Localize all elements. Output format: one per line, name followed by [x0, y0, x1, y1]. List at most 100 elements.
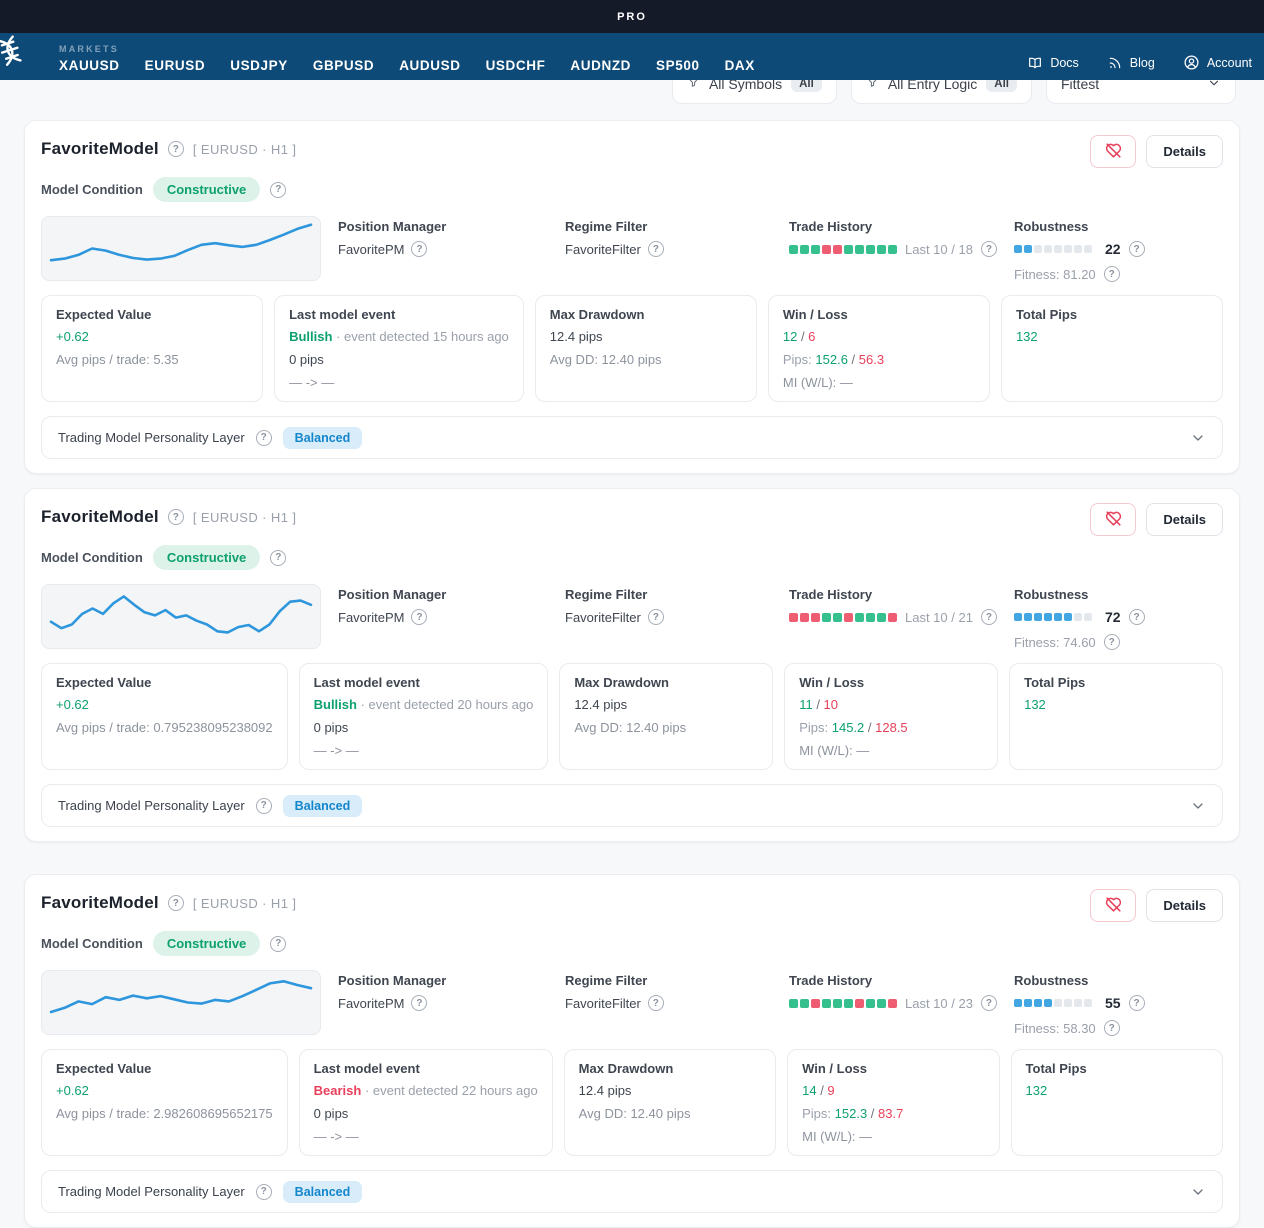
max-drawdown-value: 12.4 pips [574, 697, 628, 712]
help-icon[interactable]: ? [167, 141, 184, 157]
model-condition-label: Model Condition [41, 182, 143, 197]
help-icon[interactable]: ? [270, 549, 287, 566]
entry-logic-filter[interactable]: All Entry Logic All [850, 80, 1032, 104]
regime-filter-label: Regime Filter [565, 587, 648, 602]
unfavorite-button[interactable] [1090, 503, 1137, 536]
robustness-empty-square [1054, 245, 1062, 253]
event-pips: 0 pips [313, 720, 349, 735]
max-drawdown-stat: Max Drawdown 12.4 pips Avg DD: 12.40 pip… [563, 1049, 777, 1156]
help-icon[interactable]: ? [1128, 241, 1145, 257]
ticker-audnzd[interactable]: AUDNZD [570, 58, 632, 73]
pips-lost: 56.3 [858, 352, 885, 367]
personality-layer-row[interactable]: Trading Model Personality Layer ? Balanc… [41, 784, 1223, 827]
total-pips-stat: Total Pips 132 [1009, 663, 1223, 770]
unfavorite-button[interactable] [1090, 889, 1137, 922]
regime-filter-label: Regime Filter [565, 973, 648, 988]
model-card: FavoriteModel ? [ EURUSD · H1 ] Details … [24, 488, 1240, 842]
help-icon[interactable]: ? [255, 429, 272, 446]
expected-value: +0.62 [56, 1083, 89, 1098]
docs-link[interactable]: Docs [1027, 55, 1079, 71]
chevron-down-icon[interactable] [1190, 1184, 1206, 1200]
robustness-empty-square [1034, 245, 1042, 253]
stat-label: Total Pips [1015, 307, 1078, 322]
pro-banner: PRO [0, 0, 1264, 33]
ticker-eurusd[interactable]: EURUSD [144, 58, 206, 73]
help-icon[interactable]: ? [980, 609, 997, 625]
help-icon[interactable]: ? [411, 995, 428, 1011]
ticker-audusd[interactable]: AUDUSD [399, 58, 461, 73]
help-icon[interactable]: ? [1103, 1020, 1120, 1036]
help-icon[interactable]: ? [1128, 609, 1145, 625]
robustness-filled-square [1034, 999, 1042, 1007]
avg-drawdown: Avg DD: 12.40 pips [574, 720, 687, 735]
last-model-event-stat: Last model event Bearish · event detecte… [298, 1049, 553, 1156]
chevron-down-icon[interactable] [1190, 798, 1206, 814]
win-square [844, 998, 853, 1008]
position-manager-col: Position Manager FavoritePM ? [338, 970, 548, 1036]
losses-count: 9 [827, 1083, 835, 1098]
help-icon[interactable]: ? [270, 935, 287, 952]
personality-layer-row[interactable]: Trading Model Personality Layer ? Balanc… [41, 1170, 1223, 1213]
help-icon[interactable]: ? [411, 241, 428, 257]
account-link[interactable]: Account [1183, 54, 1252, 71]
help-icon[interactable]: ? [647, 241, 664, 257]
card-title: FavoriteModel [41, 139, 159, 158]
personality-badge: Balanced [282, 794, 363, 817]
help-icon[interactable]: ? [647, 609, 664, 625]
total-pips-value: 132 [1015, 329, 1038, 344]
chevron-down-icon[interactable] [1190, 430, 1206, 446]
help-icon[interactable]: ? [167, 509, 184, 525]
win-square [844, 244, 853, 254]
robustness-col: Robustness 55 ? Fitness: 58.30 ? [1014, 970, 1223, 1036]
position-manager-col: Position Manager FavoritePM ? [338, 584, 548, 650]
model-condition-row: Model Condition Constructive ? [41, 177, 1223, 202]
loss-square [888, 998, 897, 1008]
help-icon[interactable]: ? [255, 797, 272, 814]
stat-label: Expected Value [56, 307, 152, 322]
ticker-xauusd[interactable]: XAUUSD [59, 58, 120, 73]
help-icon[interactable]: ? [1128, 995, 1145, 1011]
model-card-list: FavoriteModel ? [ EURUSD · H1 ] Details … [0, 106, 1264, 1228]
robustness-filled-square [1024, 999, 1032, 1007]
ticker-sp500[interactable]: SP500 [656, 58, 700, 73]
app-logo[interactable] [0, 33, 29, 80]
help-icon[interactable]: ? [411, 609, 428, 625]
markets-label: MARKETS [59, 44, 119, 54]
ticker-gbpusd[interactable]: GBPUSD [312, 58, 375, 73]
help-icon[interactable]: ? [255, 1183, 272, 1200]
docs-book-icon [1027, 55, 1043, 71]
position-manager-label: Position Manager [338, 587, 447, 602]
event-detail: · event detected 20 hours ago [360, 697, 534, 712]
help-icon[interactable]: ? [1103, 266, 1120, 282]
max-drawdown-stat: Max Drawdown 12.4 pips Avg DD: 12.40 pip… [534, 295, 757, 402]
account-label: Account [1206, 55, 1252, 70]
expected-value-stat: Expected Value +0.62 Avg pips / trade: 2… [41, 1049, 288, 1156]
robustness-value: 55 [1105, 995, 1121, 1011]
symbols-filter-label: All Symbols [708, 80, 783, 92]
help-icon[interactable]: ? [980, 241, 997, 257]
unfavorite-button[interactable] [1090, 135, 1137, 168]
max-drawdown-value: 12.4 pips [578, 1083, 632, 1098]
ticker-usdchf[interactable]: USDCHF [485, 58, 546, 73]
help-icon[interactable]: ? [1103, 634, 1120, 650]
help-icon[interactable]: ? [647, 995, 664, 1011]
card-pair: [ EURUSD · H1 ] [192, 895, 297, 911]
symbols-filter[interactable]: All Symbols All [671, 80, 837, 104]
details-button[interactable]: Details [1146, 135, 1223, 168]
trade-history-caption: Last 10 / 21 [905, 609, 973, 625]
personality-badge: Balanced [282, 426, 363, 449]
trade-history-col: Trade History Last 10 / 21 ? [789, 584, 997, 650]
win-square [811, 244, 820, 254]
sort-select[interactable]: Fittest [1046, 80, 1236, 104]
help-icon[interactable]: ? [980, 995, 997, 1011]
stat-label: Win / Loss [799, 675, 865, 690]
blog-link[interactable]: Blog [1107, 55, 1155, 71]
details-button[interactable]: Details [1146, 889, 1223, 922]
help-icon[interactable]: ? [270, 181, 287, 198]
ticker-dax[interactable]: DAX [724, 58, 755, 73]
sparkline-chart [41, 216, 321, 281]
personality-layer-row[interactable]: Trading Model Personality Layer ? Balanc… [41, 416, 1223, 459]
help-icon[interactable]: ? [167, 895, 184, 911]
ticker-usdjpy[interactable]: USDJPY [230, 58, 288, 73]
details-button[interactable]: Details [1146, 503, 1223, 536]
